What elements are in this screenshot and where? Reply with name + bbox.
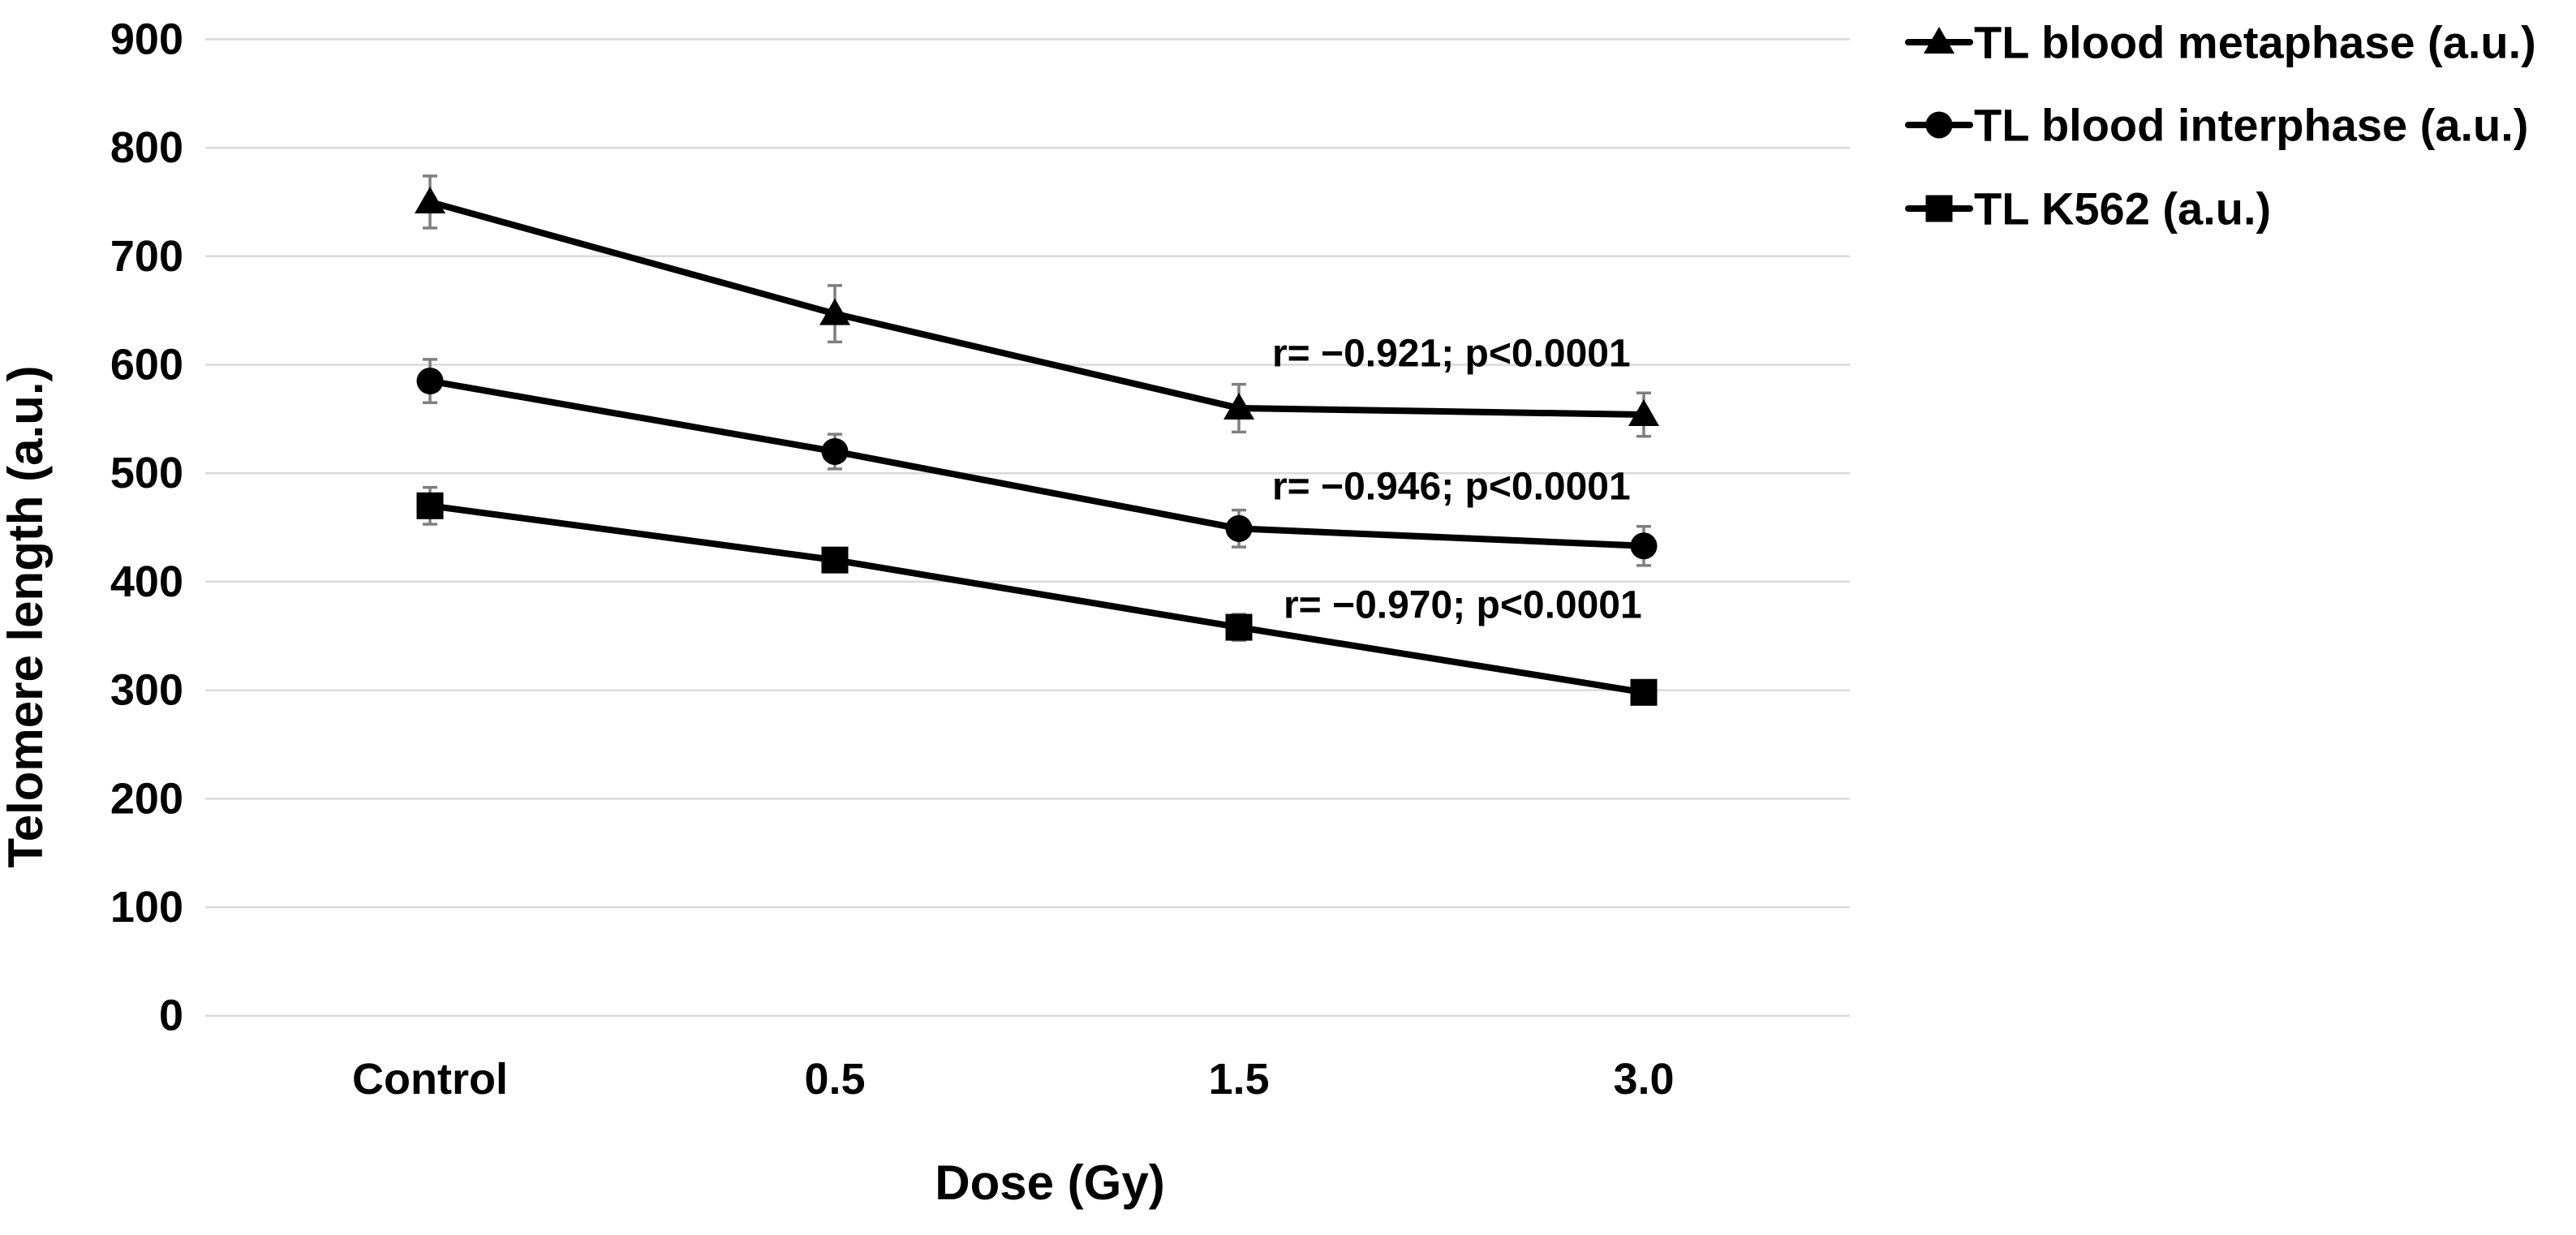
- y-tick-label: 700: [110, 232, 183, 281]
- y-tick-label: 500: [110, 449, 183, 497]
- series-tl-blood-metaphase-a-u-line: [427, 198, 1647, 419]
- legend-label: TL blood interphase (a.u.): [1974, 100, 2528, 151]
- correlation-annotations: r= −0.921; p<0.0001 r= −0.946; p<0.0001 r=…: [1272, 333, 1642, 627]
- data-point-circle-marker: [1630, 532, 1658, 560]
- gridlines: [205, 38, 1850, 1017]
- data-point-square-marker: [821, 546, 849, 574]
- y-tick-label: 600: [110, 341, 183, 389]
- x-tick-label: 1.5: [1208, 1055, 1269, 1104]
- y-axis-tick-labels: 900 800 700 600 500 400 300 200 100 0: [110, 15, 183, 1039]
- series-tl-k562-a-u-line: [427, 502, 1647, 696]
- data-point-circle-marker: [1225, 514, 1253, 542]
- y-tick-label: 800: [110, 123, 183, 172]
- series-tl-blood-interphase-a-u: [416, 358, 1658, 567]
- y-tick-label: 900: [110, 15, 183, 63]
- data-point-triangle-marker: [415, 186, 445, 213]
- y-tick-label: 300: [110, 666, 183, 715]
- x-tick-label: 0.5: [804, 1055, 865, 1104]
- y-axis-title: Telomere length (a.u.): [0, 366, 53, 868]
- series-tl-k562-a-u: [416, 485, 1658, 706]
- x-tick-label: 3.0: [1613, 1055, 1674, 1104]
- data-point-triangle-marker: [1223, 392, 1254, 420]
- legend-item-tl-k562-a-u: TL K562 (a.u.): [1905, 183, 2271, 235]
- legend-item-tl-blood-interphase-a-u: TL blood interphase (a.u.): [1905, 100, 2528, 151]
- legend: TL blood metaphase (a.u.) TL blood interp…: [1905, 17, 2536, 235]
- legend-item-tl-blood-metaphase-a-u: TL blood metaphase (a.u.): [1905, 17, 2536, 68]
- data-point-circle-marker: [416, 368, 444, 395]
- data-point-square-marker: [416, 492, 444, 519]
- y-tick-label: 400: [110, 557, 183, 606]
- y-tick-label: 100: [110, 883, 183, 932]
- data-point-triangle-marker: [819, 298, 850, 325]
- y-tick-label: 200: [110, 774, 183, 823]
- series-tl-blood-interphase-a-u-line: [427, 377, 1647, 549]
- legend-key-triangle-marker: [1924, 27, 1955, 54]
- data-point-circle-marker: [821, 437, 849, 465]
- correlation-annotation: r= −0.921; p<0.0001: [1272, 333, 1631, 376]
- x-axis-title: Dose (Gy): [935, 1155, 1164, 1210]
- data-point-square-marker: [1630, 678, 1658, 706]
- correlation-annotation: r= −0.946; p<0.0001: [1272, 466, 1631, 509]
- y-tick-label: 0: [159, 992, 183, 1040]
- x-tick-label: Control: [352, 1055, 508, 1104]
- legend-key-circle-marker: [1925, 111, 1953, 139]
- legend-label: TL K562 (a.u.): [1974, 183, 2271, 235]
- legend-key-square-marker: [1925, 195, 1953, 222]
- correlation-annotation: r= −0.970; p<0.0001: [1284, 584, 1642, 627]
- data-point-square-marker: [1225, 613, 1253, 641]
- x-axis-tick-labels: Control 0.5 1.5 3.0: [352, 1055, 1675, 1104]
- series-tl-blood-metaphase-a-u: [415, 174, 1659, 438]
- legend-label: TL blood metaphase (a.u.): [1974, 17, 2536, 68]
- data-point-triangle-marker: [1628, 399, 1659, 427]
